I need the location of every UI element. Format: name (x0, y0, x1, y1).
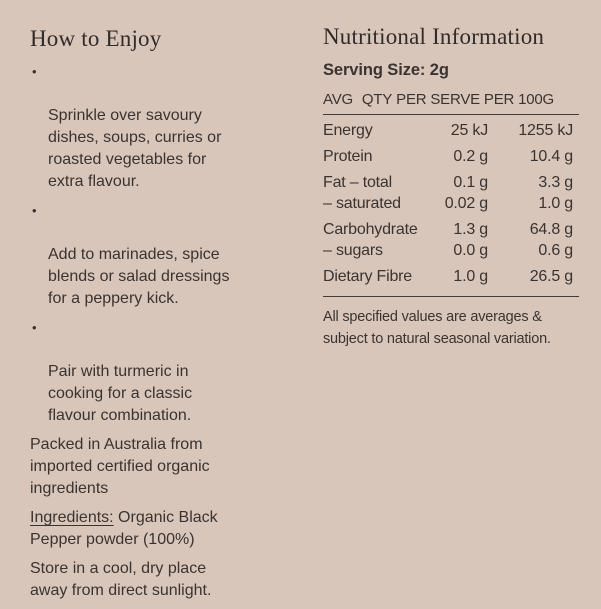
nutrient-per-100g: 0.6 g (538, 242, 573, 259)
footnote-line: All specified values are averages & (323, 309, 542, 325)
how-to-enjoy-title: How to Enjoy (30, 26, 162, 51)
nutrition-table-header: AVG QTY PER SERVE PER 100G (323, 90, 579, 110)
table-row: Dietary Fibre 1.0 g 26.5 g (323, 267, 579, 287)
list-item: • Sprinkle over savoury dishes, soups, c… (30, 61, 296, 193)
table-row: Protein 0.2 g 10.4 g (323, 147, 579, 167)
nutrient-label: Energy (323, 122, 373, 139)
table-rule-top (323, 114, 579, 115)
nutrient-per-serve: 0.02 g (444, 195, 488, 212)
nutrient-per-serve: 1.0 g (453, 268, 488, 285)
bullet-icon: • (32, 64, 37, 79)
table-row: – saturated 0.02 g 1.0 g (323, 194, 579, 214)
nutrient-per-serve: 0.0 g (453, 242, 488, 259)
nutrient-per-100g: 64.8 g (529, 221, 573, 238)
table-row: Fat – total 0.1 g 3.3 g (323, 173, 579, 193)
packed-note: Packed in Australia from imported certif… (30, 436, 210, 497)
nutrient-per-100g: 26.5 g (529, 268, 573, 285)
nutrient-per-100g: 1.0 g (538, 195, 573, 212)
nutrient-per-serve: 1.3 g (453, 221, 488, 238)
nutrient-per-serve: 0.2 g (453, 148, 488, 165)
list-item: • Pair with turmeric in cooking for a cl… (30, 317, 296, 427)
bullet-icon: • (32, 320, 37, 335)
storage-note: Store in a cool, dry place away from dir… (30, 560, 212, 599)
footnote-line: subject to natural seasonal variation. (323, 331, 551, 347)
list-item: • Add to marinades, spice blends or sala… (30, 200, 296, 310)
column-header-avg-qty: AVG QTY (323, 91, 393, 108)
table-rule-bottom (323, 296, 579, 297)
nutrition-title: Nutritional Information (323, 24, 545, 49)
ingredients-note: Ingredients: Organic Black Pepper powder… (30, 507, 296, 551)
table-row: – sugars 0.0 g 0.6 g (323, 241, 579, 261)
nutrient-per-serve: 0.1 g (453, 174, 488, 191)
nutrition-table: AVG QTY PER SERVE PER 100G Energy 25 kJ … (323, 90, 579, 350)
column-header-per-100g: PER 100G (483, 91, 555, 108)
usage-text: Pair with turmeric in cooking for a clas… (48, 363, 193, 424)
serving-size: Serving Size: 2g (323, 61, 449, 79)
usage-text: Add to marinades, spice blends or salad … (48, 246, 230, 307)
usage-list: • Sprinkle over savoury dishes, soups, c… (30, 61, 296, 427)
table-footnote: All specified values are averages & subj… (323, 306, 579, 350)
nutrient-label: – saturated (323, 195, 401, 212)
nutrient-label: Carbohydrate (323, 221, 418, 238)
nutrient-label: – sugars (323, 242, 383, 259)
nutrient-label: Dietary Fibre (323, 268, 412, 285)
column-header-per-serve: PER SERVE (396, 91, 480, 108)
bullet-icon: • (32, 203, 37, 218)
nutrition-section: Nutritional Information Serving Size: 2g… (323, 25, 579, 350)
nutrient-per-100g: 1255 kJ (518, 122, 573, 139)
nutrient-per-serve: 25 kJ (450, 122, 488, 139)
nutrient-per-100g: 3.3 g (538, 174, 573, 191)
table-row: Energy 25 kJ 1255 kJ (323, 121, 579, 141)
usage-text: Sprinkle over savoury dishes, soups, cur… (48, 107, 222, 190)
nutrient-label: Fat – total (323, 174, 392, 191)
nutrient-label: Protein (323, 148, 373, 165)
table-row: Carbohydrate 1.3 g 64.8 g (323, 220, 579, 240)
ingredients-label: Ingredients: (30, 509, 114, 526)
how-to-enjoy-section: How to Enjoy • Sprinkle over savoury dis… (30, 27, 296, 609)
nutrient-per-100g: 10.4 g (529, 148, 573, 165)
